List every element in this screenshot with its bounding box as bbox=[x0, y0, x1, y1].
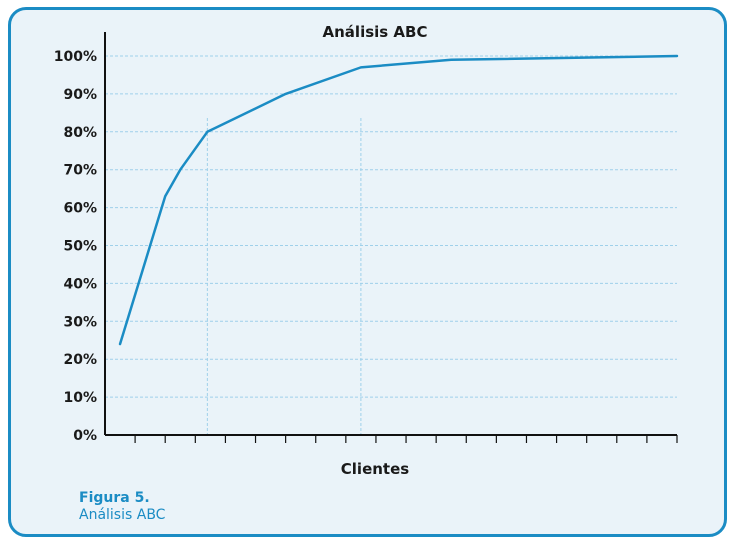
grid-layer bbox=[105, 55, 677, 435]
y-tick-label: 0% bbox=[73, 428, 97, 444]
y-tick-label: 30% bbox=[63, 314, 97, 330]
y-tick-label: 50% bbox=[63, 239, 97, 255]
y-tick-label: 70% bbox=[63, 163, 97, 179]
y-tick-label: 80% bbox=[63, 125, 97, 141]
y-tick-label: 90% bbox=[63, 87, 97, 103]
caption-label: Figura 5. bbox=[79, 490, 150, 506]
axis-layer bbox=[104, 32, 678, 443]
figure-caption: Figura 5. Análisis ABC bbox=[79, 490, 165, 524]
data-layer bbox=[118, 54, 679, 346]
caption-text: Análisis ABC bbox=[79, 507, 166, 523]
y-tick-label: 60% bbox=[63, 201, 97, 217]
chart-frame bbox=[8, 7, 727, 537]
x-axis-label: Clientes bbox=[341, 460, 409, 478]
y-tick-label: 10% bbox=[63, 390, 97, 406]
chart-title: Análisis ABC bbox=[323, 23, 428, 41]
y-tick-label: 20% bbox=[63, 352, 97, 368]
cumulative-line bbox=[118, 54, 679, 346]
y-tick-label: 40% bbox=[63, 276, 97, 292]
label-layer: 0% 10% 20% 30% 40% 50% 60% 70% 80% 90% 100% bbox=[54, 49, 97, 444]
y-tick-label: 100% bbox=[54, 49, 97, 65]
